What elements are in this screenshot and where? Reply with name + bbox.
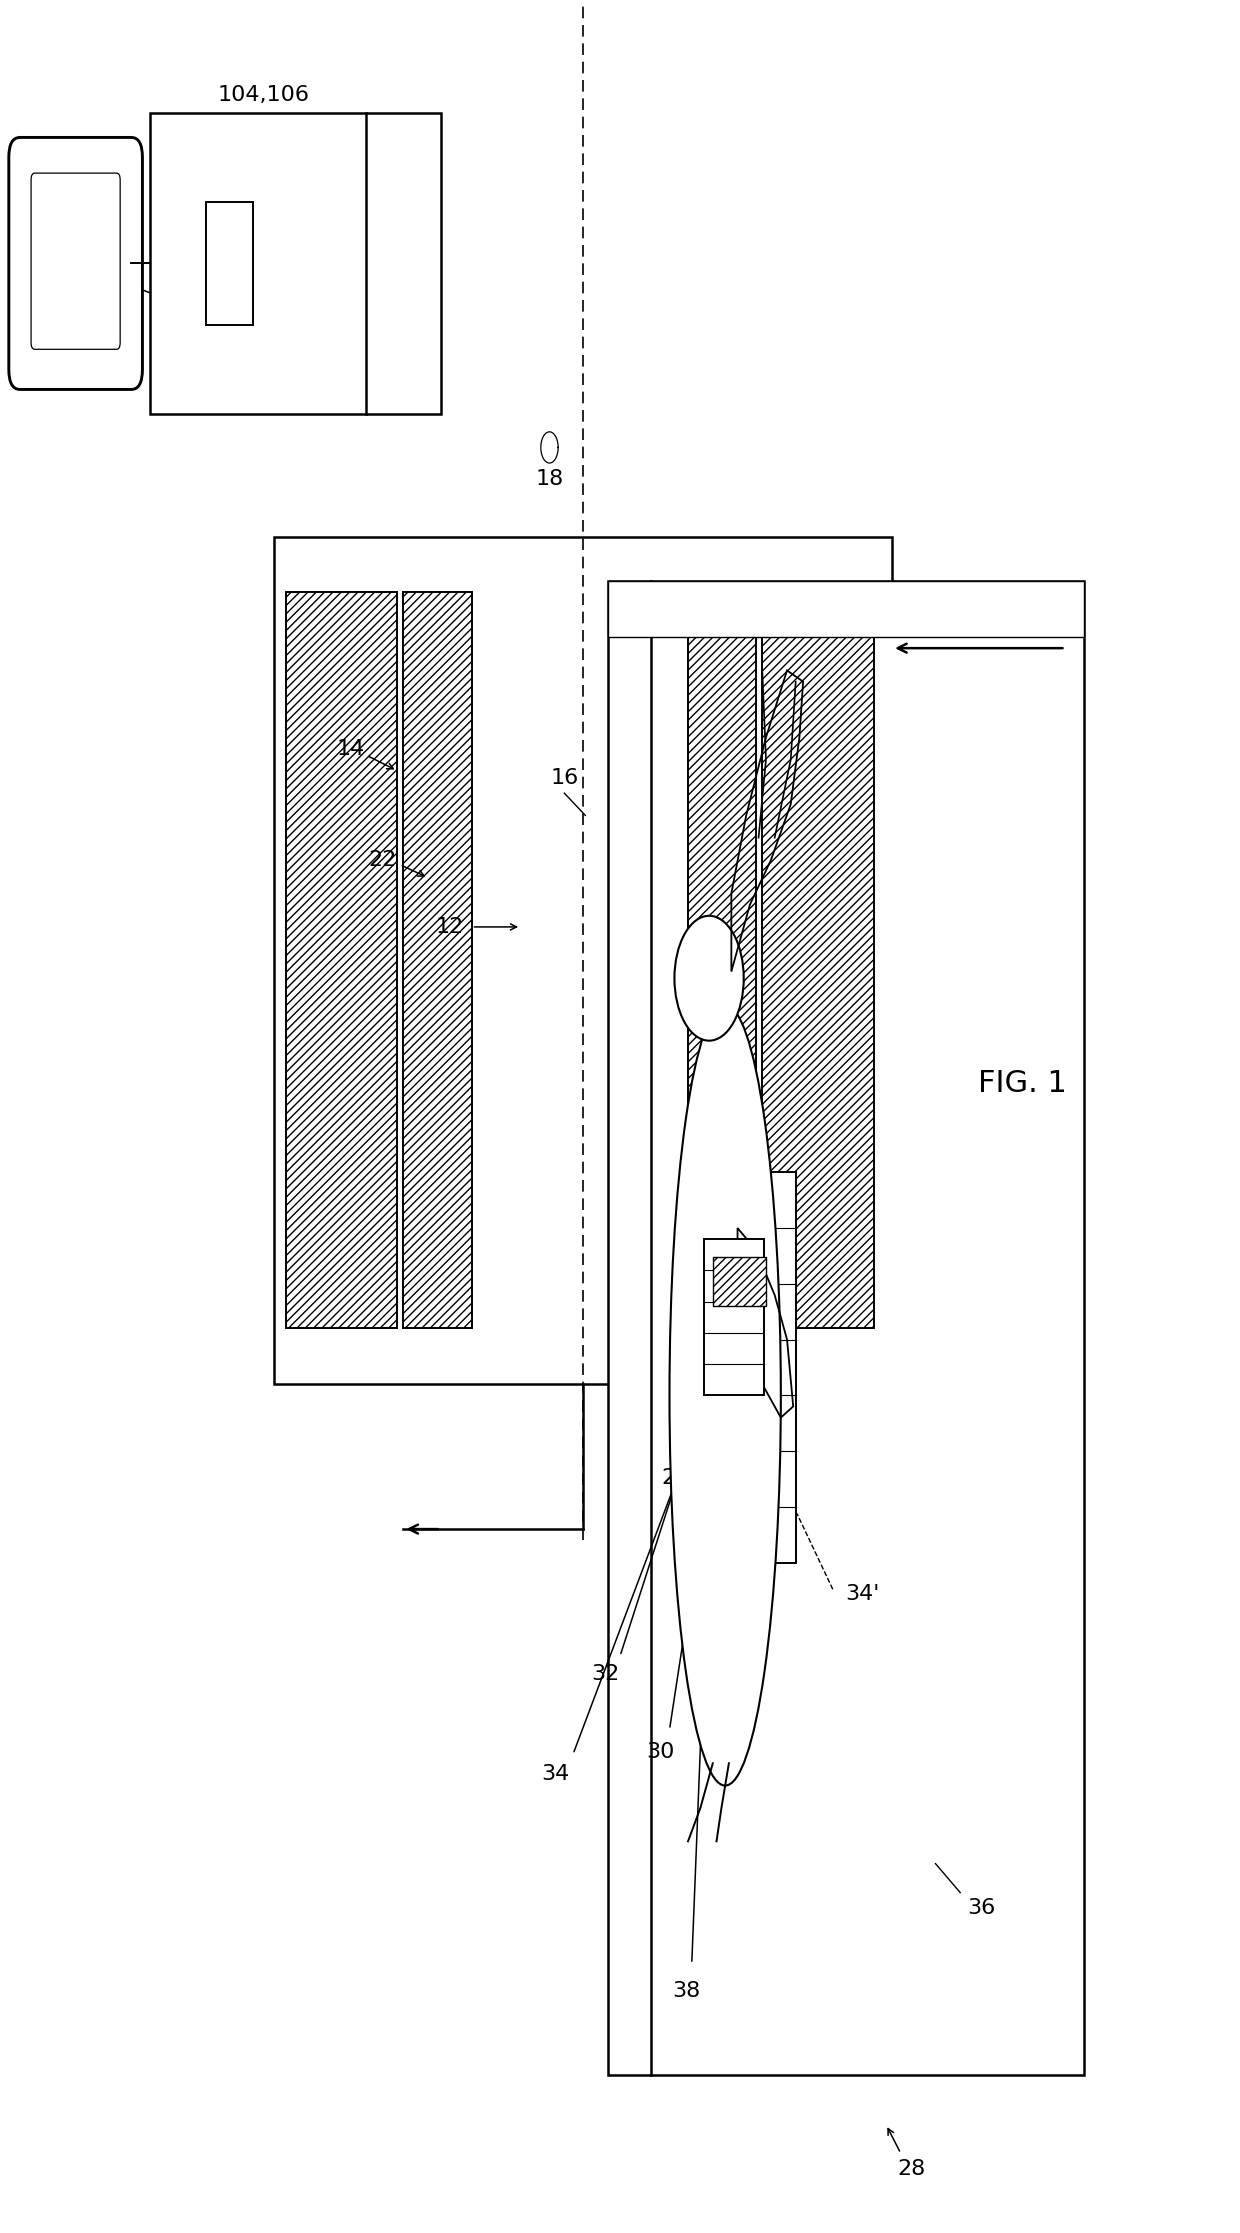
Text: 30: 30: [646, 1742, 675, 1762]
Bar: [713, 1257, 766, 1306]
Text: 104,106: 104,106: [218, 85, 310, 105]
Circle shape: [675, 916, 744, 1041]
Text: FIG. 1: FIG. 1: [977, 1070, 1066, 1099]
FancyBboxPatch shape: [31, 174, 120, 348]
Bar: [763, 592, 874, 1329]
Text: 26: 26: [188, 143, 217, 163]
Bar: [608, 581, 1084, 2074]
Text: 12: 12: [435, 918, 464, 938]
Text: 36: 36: [967, 1898, 996, 1918]
Bar: [704, 1239, 764, 1396]
Text: 18: 18: [536, 469, 564, 489]
Text: 28: 28: [898, 2159, 926, 2179]
Text: 16: 16: [551, 768, 578, 788]
Bar: [608, 581, 1084, 636]
Bar: [150, 114, 440, 413]
Bar: [286, 592, 397, 1329]
Text: 32: 32: [591, 1664, 619, 1684]
Text: 108: 108: [207, 174, 249, 194]
Bar: [403, 592, 471, 1329]
Bar: [206, 203, 253, 324]
Bar: [274, 536, 893, 1384]
Text: 34': 34': [846, 1583, 879, 1603]
FancyBboxPatch shape: [9, 138, 143, 389]
Text: 20: 20: [661, 1467, 689, 1487]
Text: 34: 34: [542, 1764, 570, 1784]
Text: 22: 22: [368, 851, 397, 871]
Text: 24: 24: [62, 344, 89, 364]
Ellipse shape: [670, 1005, 781, 1786]
Text: 14: 14: [336, 739, 365, 759]
Text: 38: 38: [672, 1981, 701, 2001]
Bar: [688, 592, 756, 1329]
Text: 10: 10: [93, 263, 122, 284]
Bar: [769, 1172, 796, 1563]
